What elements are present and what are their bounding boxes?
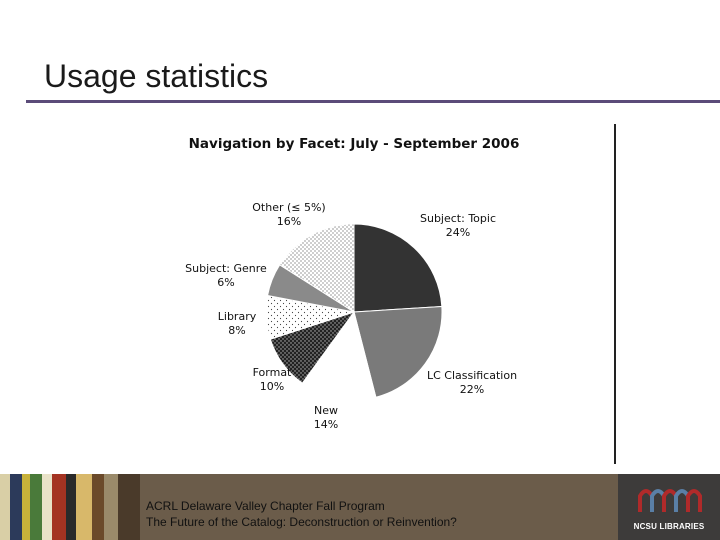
chart-title: Navigation by Facet: July - September 20… xyxy=(189,136,520,152)
footer-line-2: The Future of the Catalog: Deconstructio… xyxy=(146,515,457,529)
footer-text: ACRL Delaware Valley Chapter Fall Progra… xyxy=(146,498,457,530)
pie-slices xyxy=(265,223,443,401)
pie-chart: Navigation by Facet: July - September 20… xyxy=(185,136,520,431)
slice-value-label: 10% xyxy=(260,380,284,393)
slice-label: Format xyxy=(253,366,292,379)
title-rule xyxy=(26,100,720,103)
pie-slice-new xyxy=(301,310,377,401)
slice-label: Library xyxy=(218,310,257,323)
pie-slice-other-5 xyxy=(279,223,355,313)
chart-divider xyxy=(614,124,616,464)
pie-slice-subject-topic xyxy=(353,223,443,313)
slice-value-label: 22% xyxy=(460,383,484,396)
books-photo xyxy=(0,474,140,540)
ncsu-libraries-logo: NCSU LIBRARIES xyxy=(618,474,720,540)
slice-label: Subject: Topic xyxy=(420,212,496,225)
logo-text: NCSU LIBRARIES xyxy=(633,522,705,531)
slice-label: Other (≤ 5%) xyxy=(252,201,325,214)
slide-title: Usage statistics xyxy=(44,58,269,94)
slice-label: Subject: Genre xyxy=(185,262,267,275)
pie-slice-lc-classification xyxy=(353,305,443,398)
slice-value-label: 6% xyxy=(217,276,234,289)
logo-mark-icon xyxy=(638,489,702,512)
slice-label: New xyxy=(314,404,338,417)
slice-value-label: 24% xyxy=(446,226,470,239)
footer-bar: ACRL Delaware Valley Chapter Fall Progra… xyxy=(0,474,720,540)
logo-arch xyxy=(686,489,702,512)
slice-label: LC Classification xyxy=(427,369,517,382)
footer-line-1: ACRL Delaware Valley Chapter Fall Progra… xyxy=(146,499,385,513)
slice-value-label: 14% xyxy=(314,418,338,431)
slice-value-label: 8% xyxy=(228,324,245,337)
slice-value-label: 16% xyxy=(277,215,301,228)
